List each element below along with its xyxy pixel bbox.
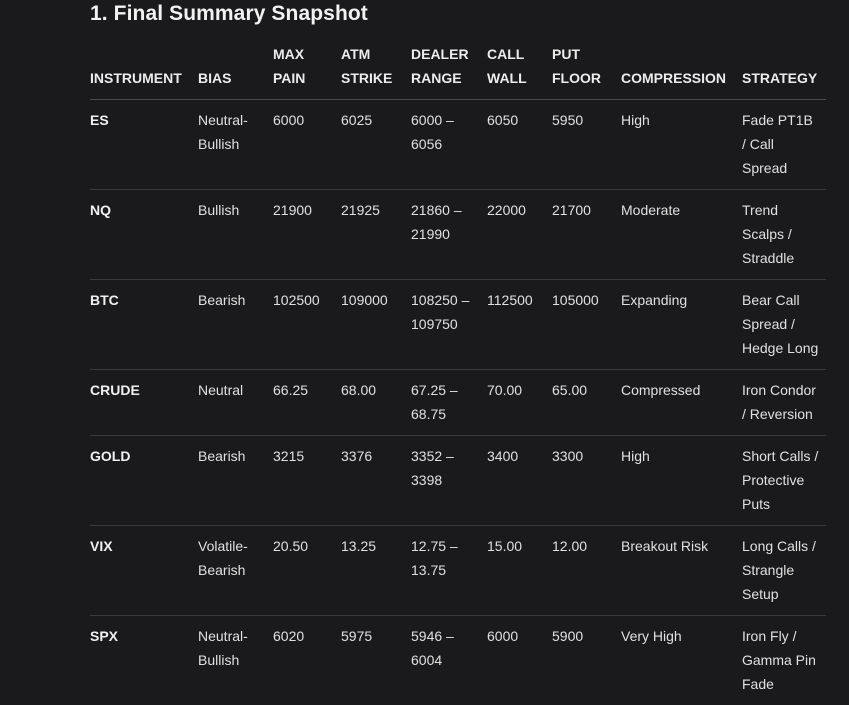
header-call-wall: CALL WALL	[487, 42, 552, 100]
table-row: GOLD Bearish 3215 3376 3352 – 3398 3400 …	[90, 436, 826, 526]
cell-compression: High	[621, 436, 742, 526]
cell-instrument: NQ	[90, 190, 198, 280]
cell-call-wall: 112500	[487, 280, 552, 370]
cell-instrument: CRUDE	[90, 370, 198, 436]
cell-compression: Moderate	[621, 190, 742, 280]
cell-call-wall: 15.00	[487, 526, 552, 616]
cell-put-floor: 65.00	[552, 370, 621, 436]
cell-call-wall: 3400	[487, 436, 552, 526]
header-put-floor: PUT FLOOR	[552, 42, 621, 100]
cell-call-wall: 22000	[487, 190, 552, 280]
cell-max-pain: 20.50	[273, 526, 341, 616]
cell-compression: Very High	[621, 616, 742, 705]
cell-call-wall: 70.00	[487, 370, 552, 436]
cell-compression: Expanding	[621, 280, 742, 370]
cell-dealer-range: 108250 – 109750	[411, 280, 487, 370]
cell-compression: High	[621, 100, 742, 190]
cell-atm-strike: 109000	[341, 280, 411, 370]
cell-max-pain: 6000	[273, 100, 341, 190]
cell-atm-strike: 68.00	[341, 370, 411, 436]
cell-put-floor: 5950	[552, 100, 621, 190]
cell-compression: Compressed	[621, 370, 742, 436]
cell-strategy: Long Calls / Strangle Setup	[742, 526, 826, 616]
cell-atm-strike: 13.25	[341, 526, 411, 616]
table-row: CRUDE Neutral 66.25 68.00 67.25 – 68.75 …	[90, 370, 826, 436]
cell-max-pain: 6020	[273, 616, 341, 705]
table-row: SPX Neutral-Bullish 6020 5975 5946 – 600…	[90, 616, 826, 705]
cell-instrument: VIX	[90, 526, 198, 616]
cell-dealer-range: 67.25 – 68.75	[411, 370, 487, 436]
cell-bias: Bearish	[198, 436, 273, 526]
table-row: BTC Bearish 102500 109000 108250 – 10975…	[90, 280, 826, 370]
cell-bias: Bullish	[198, 190, 273, 280]
cell-atm-strike: 5975	[341, 616, 411, 705]
cell-max-pain: 66.25	[273, 370, 341, 436]
cell-instrument: BTC	[90, 280, 198, 370]
table-row: VIX Volatile-Bearish 20.50 13.25 12.75 –…	[90, 526, 826, 616]
table-row: ES Neutral-Bullish 6000 6025 6000 – 6056…	[90, 100, 826, 190]
cell-dealer-range: 21860 – 21990	[411, 190, 487, 280]
cell-put-floor: 5900	[552, 616, 621, 705]
cell-instrument: SPX	[90, 616, 198, 705]
header-dealer-range: DEALER RANGE	[411, 42, 487, 100]
cell-call-wall: 6000	[487, 616, 552, 705]
header-max-pain: MAX PAIN	[273, 42, 341, 100]
cell-atm-strike: 6025	[341, 100, 411, 190]
cell-atm-strike: 3376	[341, 436, 411, 526]
cell-strategy: Trend Scalps / Straddle	[742, 190, 826, 280]
cell-strategy: Fade PT1B / Call Spread	[742, 100, 826, 190]
cell-instrument: GOLD	[90, 436, 198, 526]
cell-max-pain: 3215	[273, 436, 341, 526]
cell-max-pain: 21900	[273, 190, 341, 280]
cell-dealer-range: 12.75 – 13.75	[411, 526, 487, 616]
cell-strategy: Iron Fly / Gamma Pin Fade	[742, 616, 826, 705]
section-title: 1. Final Summary Snapshot	[90, 2, 368, 26]
cell-strategy: Bear Call Spread / Hedge Long	[742, 280, 826, 370]
cell-strategy: Iron Condor / Reversion	[742, 370, 826, 436]
summary-table: INSTRUMENT BIAS MAX PAIN ATM STRIKE DEAL…	[90, 42, 826, 705]
header-compression: COMPRESSION	[621, 42, 742, 100]
header-instrument: INSTRUMENT	[90, 42, 198, 100]
cell-strategy: Short Calls / Protective Puts	[742, 436, 826, 526]
cell-put-floor: 3300	[552, 436, 621, 526]
cell-dealer-range: 6000 – 6056	[411, 100, 487, 190]
cell-bias: Volatile-Bearish	[198, 526, 273, 616]
cell-max-pain: 102500	[273, 280, 341, 370]
cell-bias: Neutral	[198, 370, 273, 436]
cell-compression: Breakout Risk	[621, 526, 742, 616]
header-strategy: STRATEGY	[742, 42, 826, 100]
cell-bias: Bearish	[198, 280, 273, 370]
cell-put-floor: 105000	[552, 280, 621, 370]
cell-instrument: ES	[90, 100, 198, 190]
cell-put-floor: 12.00	[552, 526, 621, 616]
cell-dealer-range: 3352 – 3398	[411, 436, 487, 526]
cell-bias: Neutral-Bullish	[198, 616, 273, 705]
header-bias: BIAS	[198, 42, 273, 100]
cell-dealer-range: 5946 – 6004	[411, 616, 487, 705]
cell-call-wall: 6050	[487, 100, 552, 190]
table-row: NQ Bullish 21900 21925 21860 – 21990 220…	[90, 190, 826, 280]
cell-put-floor: 21700	[552, 190, 621, 280]
cell-atm-strike: 21925	[341, 190, 411, 280]
table-header-row: INSTRUMENT BIAS MAX PAIN ATM STRIKE DEAL…	[90, 42, 826, 100]
cell-bias: Neutral-Bullish	[198, 100, 273, 190]
header-atm-strike: ATM STRIKE	[341, 42, 411, 100]
